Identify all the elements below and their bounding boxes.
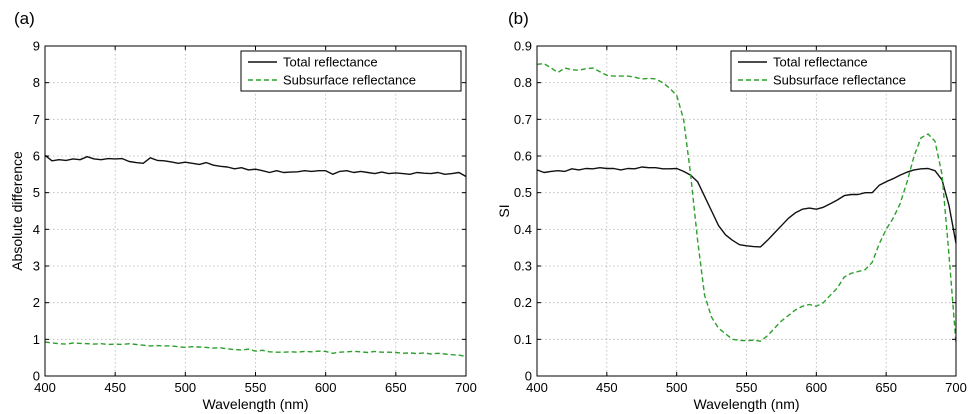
panel-a-legend: Total reflectance Subsurface reflectance	[240, 50, 462, 92]
panel-a-x-tick-label: 650	[385, 380, 407, 395]
panel-b-y-tick-label: 0.2	[514, 295, 532, 310]
panel-b-y-tick-label: 0.4	[514, 222, 532, 237]
panel-a-legend-box	[240, 50, 462, 92]
panel-a: (a) 400 450 500 550 600 650 700 0 1 2 3 4 5 6 7 8 9 Wave…	[9, 9, 477, 412]
panel-b: (b) 400 450 500 550 600 650 700 0 0.1 0.2 0.3 0.4 0.…	[496, 9, 967, 412]
panel-b-x-axis-label: Wavelength (nm)	[693, 396, 799, 412]
panel-a-y-tick-label: 8	[33, 75, 40, 90]
panel-a-y-tick-label: 5	[33, 185, 40, 200]
panel-a-x-tick-label: 700	[455, 380, 477, 395]
panel-a-y-tick-label: 1	[33, 332, 40, 347]
panel-a-legend-label-total: Total reflectance	[283, 55, 378, 70]
panel-b-y-tick-label: 0.5	[514, 185, 532, 200]
panel-b-y-axis-label: SI	[496, 204, 512, 217]
panel-b-y-tick-label: 0.8	[514, 75, 532, 90]
panel-a-x-tick-label: 450	[104, 380, 126, 395]
panel-b-x-tick-label: 700	[945, 380, 967, 395]
panel-a-x-axis-label: Wavelength (nm)	[202, 396, 308, 412]
panel-a-y-tick-label: 2	[33, 295, 40, 310]
panel-a-y-tick-label: 7	[33, 112, 40, 127]
panel-a-x-tick-label: 550	[245, 380, 267, 395]
panel-b-y-tick-label: 0.6	[514, 149, 532, 164]
panel-b-legend-label-subsurface: Subsurface reflectance	[773, 73, 906, 88]
panel-a-series-total-reflectance	[44, 154, 467, 178]
panel-b-legend-label-total: Total reflectance	[773, 55, 868, 70]
panel-b-x-tick-label: 500	[666, 380, 688, 395]
panel-a-y-axis-label: Absolute difference	[9, 151, 25, 271]
panel-a-y-tick-label: 4	[33, 222, 40, 237]
panel-b-x-tick-label: 650	[875, 380, 897, 395]
panel-a-x-tick-label: 600	[315, 380, 337, 395]
panel-b-y-tick-label: 0	[525, 369, 532, 384]
panel-a-series-subsurface-reflectance	[44, 341, 467, 358]
panel-a-legend-label-subsurface: Subsurface reflectance	[283, 73, 416, 88]
panel-b-legend-box	[730, 50, 952, 92]
panel-b-y-tick-label: 0.9	[514, 39, 532, 54]
panel-b-y-tick-label: 0.1	[514, 332, 532, 347]
panel-a-y-tick-label: 6	[33, 149, 40, 164]
panel-a-x-tick-label: 400	[34, 380, 56, 395]
panel-a-y-tick-label: 0	[33, 369, 40, 384]
panel-b-x-tick-label: 600	[805, 380, 827, 395]
panel-b-y-tick-label: 0.3	[514, 259, 532, 274]
panel-b-x-tick-label: 400	[526, 380, 548, 395]
panel-b-series-total-reflectance	[536, 166, 957, 248]
panel-b-x-tick-label: 550	[736, 380, 758, 395]
panel-a-label: (a)	[14, 9, 35, 28]
panel-b-series-subsurface-reflectance	[536, 62, 957, 344]
panel-b-y-tick-label: 0.7	[514, 112, 532, 127]
panel-a-y-tick-label: 3	[33, 259, 40, 274]
panel-a-x-tick-label: 500	[174, 380, 196, 395]
panel-a-y-tick-label: 9	[33, 39, 40, 54]
panel-b-label: (b)	[508, 9, 529, 28]
panel-b-legend: Total reflectance Subsurface reflectance	[730, 50, 952, 92]
panel-b-x-tick-label: 450	[596, 380, 618, 395]
